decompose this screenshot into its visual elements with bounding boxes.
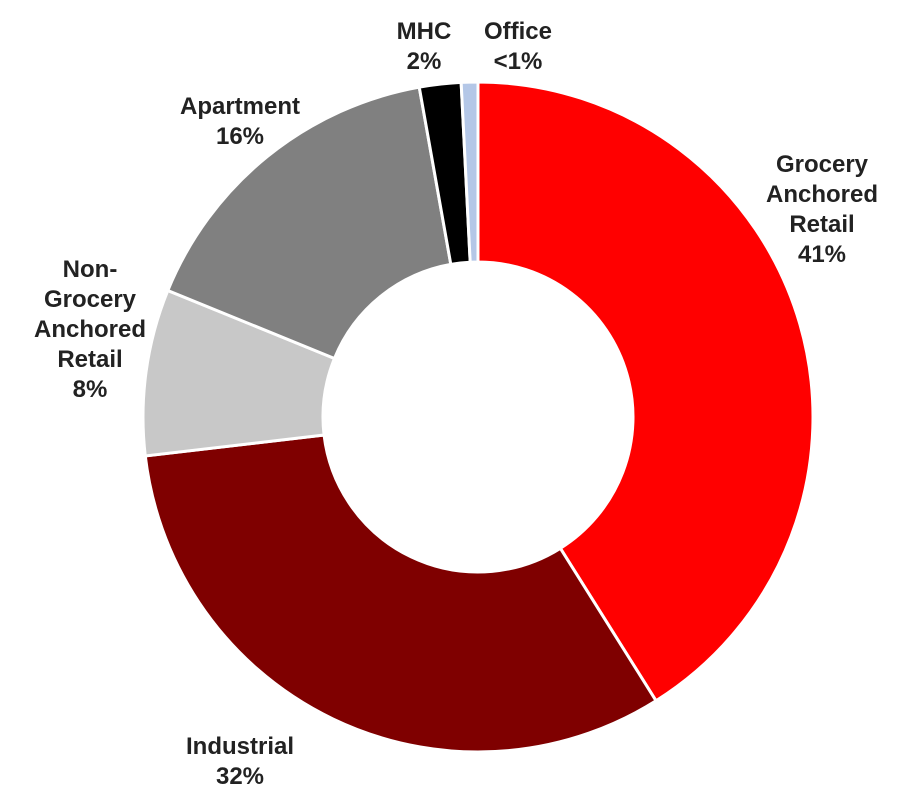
- category-label: Non-Grocery Anchored Retail: [33, 256, 146, 373]
- value-label: 2%: [406, 48, 442, 75]
- slice-label: Grocery Anchored Retail 41%: [757, 150, 887, 270]
- category-label: Apartment: [179, 93, 300, 120]
- category-label: Industrial: [185, 733, 294, 760]
- slice: [459, 80, 480, 264]
- category-label: MHC: [396, 18, 452, 45]
- value-label: 41%: [797, 241, 847, 268]
- slice: [143, 433, 659, 754]
- slice-label: Industrial 32%: [130, 732, 350, 792]
- value-label: 8%: [72, 376, 108, 403]
- value-label: <1%: [493, 48, 543, 75]
- slice: [476, 80, 815, 703]
- category-label: Grocery Anchored Retail: [765, 151, 878, 238]
- slice-label: Office <1%: [468, 17, 568, 77]
- value-label: 16%: [215, 123, 265, 150]
- slice-label: Apartment 16%: [130, 92, 350, 152]
- slice: [165, 85, 453, 361]
- value-label: 32%: [215, 763, 265, 790]
- category-label: Office: [483, 18, 552, 45]
- slice-label: Non-Grocery Anchored Retail 8%: [28, 255, 153, 405]
- slice-label: MHC 2%: [374, 17, 474, 77]
